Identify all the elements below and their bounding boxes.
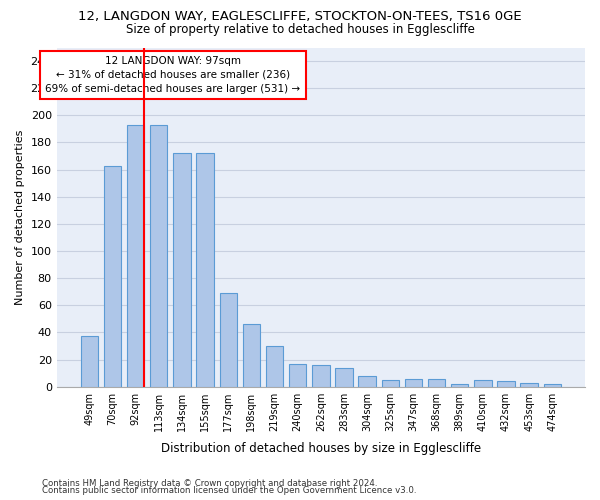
Bar (80, 336, 98, 386)
Bar (405, 378, 422, 386)
Bar (104, 166, 121, 386)
Bar (150, 125, 167, 386)
Bar (428, 378, 445, 386)
Bar (474, 380, 491, 386)
Bar (382, 380, 399, 386)
Text: 12, LANGDON WAY, EAGLESCLIFFE, STOCKTON-ON-TEES, TS16 0GE: 12, LANGDON WAY, EAGLESCLIFFE, STOCKTON-… (78, 10, 522, 23)
Bar (173, 154, 191, 386)
Bar (243, 324, 260, 386)
Text: Contains HM Land Registry data © Crown copyright and database right 2024.: Contains HM Land Registry data © Crown c… (42, 478, 377, 488)
X-axis label: Distribution of detached houses by size in Egglescliffe: Distribution of detached houses by size … (161, 442, 481, 455)
Bar (544, 384, 561, 386)
Bar (266, 346, 283, 387)
Text: Size of property relative to detached houses in Egglescliffe: Size of property relative to detached ho… (125, 22, 475, 36)
Text: Contains public sector information licensed under the Open Government Licence v3: Contains public sector information licen… (42, 486, 416, 495)
Bar (335, 368, 353, 386)
Y-axis label: Number of detached properties: Number of detached properties (15, 130, 25, 305)
Bar (127, 125, 145, 386)
Bar (220, 293, 237, 386)
Bar (451, 384, 469, 386)
Bar (358, 376, 376, 386)
Text: 12 LANGDON WAY: 97sqm
← 31% of detached houses are smaller (236)
69% of semi-det: 12 LANGDON WAY: 97sqm ← 31% of detached … (46, 56, 301, 94)
Bar (289, 364, 307, 386)
Bar (520, 382, 538, 386)
Bar (497, 381, 515, 386)
Bar (196, 154, 214, 386)
Bar (312, 365, 329, 386)
